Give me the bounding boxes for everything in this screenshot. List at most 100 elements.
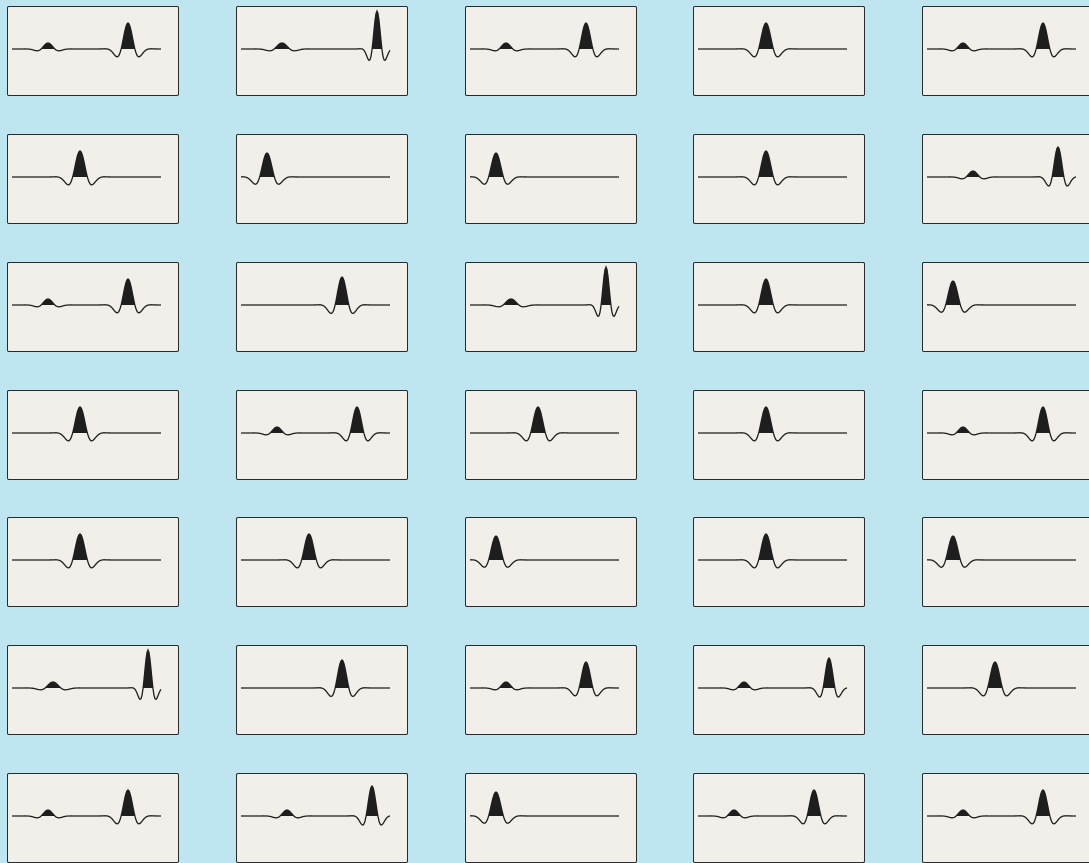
waveform-line	[241, 784, 391, 826]
waveform-line	[926, 22, 1077, 58]
waveform-trace	[241, 784, 391, 826]
waveform-fill	[927, 281, 1076, 305]
waveform-line	[698, 150, 847, 186]
waveform-panel	[7, 6, 179, 96]
waveform-line	[698, 533, 847, 569]
waveform-panel	[236, 645, 408, 735]
waveform-line	[926, 406, 1077, 442]
waveform-line	[698, 22, 847, 58]
waveform-line	[469, 791, 619, 824]
waveform-panel	[922, 517, 1089, 607]
waveform-fill	[241, 153, 390, 177]
waveform-trace	[240, 406, 391, 442]
waveform-trace	[469, 22, 620, 58]
waveform-trace	[698, 533, 847, 569]
waveform-line	[240, 406, 391, 442]
waveform-trace	[926, 789, 1077, 825]
waveform-fill	[241, 11, 390, 49]
waveform-panel	[7, 773, 179, 863]
waveform-panel	[236, 517, 408, 607]
waveform-panel	[465, 773, 637, 863]
waveform-line	[11, 278, 162, 314]
waveform-trace	[697, 789, 848, 825]
waveform-line	[241, 659, 390, 698]
waveform-panel	[236, 262, 408, 352]
waveform-fill	[241, 277, 390, 305]
waveform-trace	[698, 656, 848, 698]
waveform-line	[11, 22, 162, 58]
waveform-trace	[469, 661, 620, 697]
waveform-line	[241, 533, 390, 569]
waveform-panel	[7, 645, 179, 735]
waveform-panel	[465, 6, 637, 96]
waveform-fill	[241, 407, 390, 433]
waveform-trace	[698, 278, 847, 314]
waveform-line	[697, 789, 848, 825]
waveform-panel	[922, 6, 1089, 96]
waveform-trace	[469, 535, 619, 568]
waveform-panel	[236, 134, 408, 224]
waveform-fill	[470, 536, 619, 560]
waveform-trace	[698, 22, 847, 58]
waveform-panel	[465, 134, 637, 224]
waveform-fill	[470, 662, 619, 688]
waveform-panel	[236, 6, 408, 96]
waveform-panel	[693, 645, 865, 735]
waveform-panel	[693, 6, 865, 96]
waveform-panel	[465, 517, 637, 607]
waveform-panel	[465, 645, 637, 735]
waveform-line	[12, 533, 161, 569]
waveform-trace	[241, 533, 390, 569]
waveform-panel	[693, 517, 865, 607]
waveform-fill	[12, 23, 161, 49]
waveform-trace	[927, 145, 1077, 187]
waveform-fill	[241, 786, 390, 816]
waveform-panel	[693, 262, 865, 352]
waveform-fill	[698, 790, 847, 816]
waveform-fill	[698, 658, 847, 688]
waveform-fill	[241, 660, 390, 688]
waveform-trace	[241, 659, 390, 698]
waveform-line	[240, 9, 391, 62]
waveform-panel	[922, 390, 1089, 480]
waveform-trace	[470, 406, 619, 442]
waveform-line	[469, 152, 619, 185]
waveform-panel	[465, 262, 637, 352]
waveform-trace	[12, 406, 161, 442]
waveform-fill	[927, 536, 1076, 560]
waveform-panel	[693, 390, 865, 480]
waveform-trace	[926, 280, 1076, 313]
waveform-line	[11, 648, 162, 701]
waveform-fill	[470, 267, 619, 305]
waveform-trace	[698, 150, 847, 186]
waveform-trace	[926, 22, 1077, 58]
waveform-trace	[926, 406, 1077, 442]
waveform-panel	[7, 390, 179, 480]
waveform-fill	[927, 790, 1076, 816]
waveform-trace	[241, 276, 390, 315]
waveform-panel	[236, 390, 408, 480]
waveform-panel	[922, 773, 1089, 863]
waveform-line	[926, 535, 1076, 568]
waveform-fill	[12, 790, 161, 816]
waveform-line	[470, 406, 619, 442]
waveform-trace	[11, 789, 162, 825]
waveform-trace	[240, 152, 390, 185]
waveform-panel	[7, 134, 179, 224]
waveform-trace	[927, 661, 1076, 697]
waveform-trace	[11, 278, 162, 314]
waveform-line	[240, 152, 390, 185]
waveform-line	[698, 656, 848, 698]
waveform-trace	[926, 535, 1076, 568]
waveform-trace	[11, 648, 162, 701]
waveform-fill	[927, 407, 1076, 433]
waveform-panel	[922, 262, 1089, 352]
waveform-panel	[922, 134, 1089, 224]
waveform-line	[11, 789, 162, 825]
waveform-trace	[12, 150, 161, 186]
waveform-line	[926, 280, 1076, 313]
waveform-line	[469, 265, 620, 318]
waveform-line	[698, 406, 847, 442]
waveform-fill	[12, 650, 161, 688]
